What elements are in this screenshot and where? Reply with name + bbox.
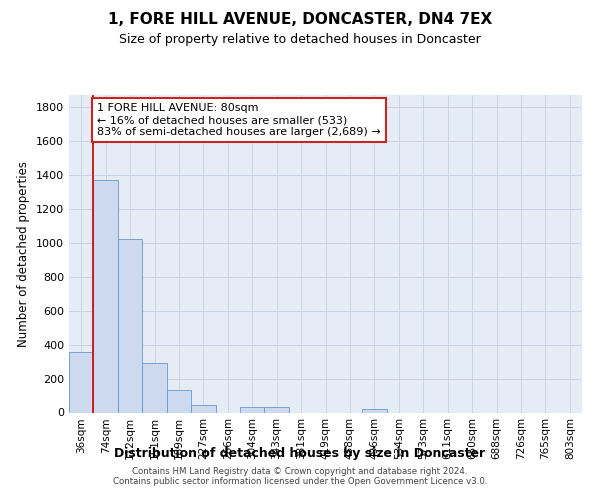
Text: 1, FORE HILL AVENUE, DONCASTER, DN4 7EX: 1, FORE HILL AVENUE, DONCASTER, DN4 7EX — [108, 12, 492, 28]
Text: Size of property relative to detached houses in Doncaster: Size of property relative to detached ho… — [119, 32, 481, 46]
Bar — [167, 390, 191, 412]
Bar — [118, 240, 142, 412]
Bar — [265, 406, 289, 412]
Bar — [191, 405, 215, 412]
Bar — [142, 364, 167, 412]
Bar — [362, 409, 386, 412]
Text: 1 FORE HILL AVENUE: 80sqm
← 16% of detached houses are smaller (533)
83% of semi: 1 FORE HILL AVENUE: 80sqm ← 16% of detac… — [97, 104, 381, 136]
Text: Contains HM Land Registry data © Crown copyright and database right 2024.
Contai: Contains HM Land Registry data © Crown c… — [113, 466, 487, 486]
Bar — [94, 180, 118, 412]
Y-axis label: Number of detached properties: Number of detached properties — [17, 161, 31, 347]
Bar — [69, 352, 94, 412]
Bar — [240, 406, 265, 412]
Text: Distribution of detached houses by size in Doncaster: Distribution of detached houses by size … — [115, 448, 485, 460]
